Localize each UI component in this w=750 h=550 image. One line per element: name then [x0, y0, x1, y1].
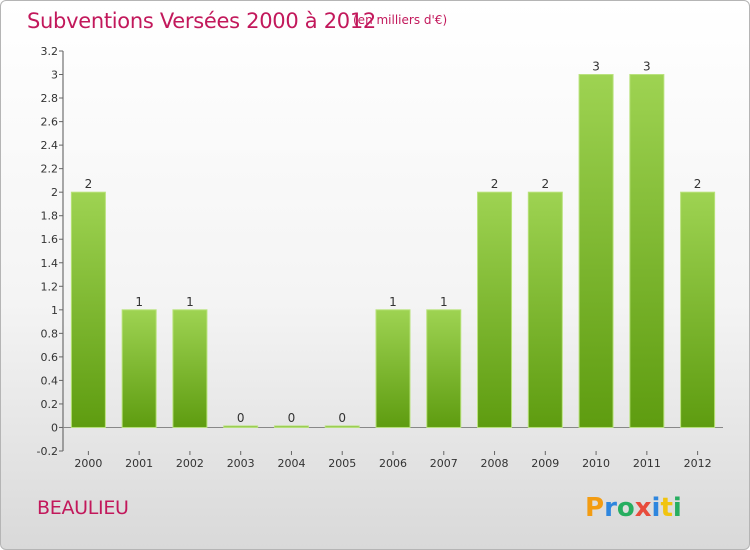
data-label: 3: [592, 60, 600, 74]
bar: [223, 425, 259, 428]
y-tick-label: 2.4: [41, 139, 59, 152]
data-label: 2: [491, 177, 499, 191]
data-label: 2: [85, 177, 93, 191]
y-tick-label: 2.6: [41, 116, 59, 129]
bar: [375, 309, 411, 428]
data-label: 0: [288, 411, 296, 425]
data-label: 3: [643, 60, 651, 74]
bar: [680, 191, 716, 428]
x-tick-label: 2001: [125, 457, 153, 470]
y-tick-label: 1.4: [41, 257, 59, 270]
y-tick-label: 0: [51, 421, 58, 434]
y-tick-label: 2.2: [41, 163, 59, 176]
x-tick-label: 2003: [227, 457, 255, 470]
y-tick-label: 1: [51, 304, 58, 317]
x-tick-label: 2009: [531, 457, 559, 470]
data-label: 1: [440, 295, 448, 309]
x-tick-label: 2006: [379, 457, 407, 470]
x-tick-label: 2012: [684, 457, 712, 470]
data-label: 2: [541, 177, 549, 191]
x-tick-label: 2011: [633, 457, 661, 470]
y-tick-label: 0.6: [41, 351, 59, 364]
y-tick-label: 0.8: [41, 327, 59, 340]
y-tick-label: 1.8: [41, 210, 59, 223]
y-tick-label: 2: [51, 186, 58, 199]
chart-title: Subventions Versées 2000 à 2012: [27, 9, 376, 33]
x-tick-label: 2002: [176, 457, 204, 470]
x-tick-label: 2007: [430, 457, 458, 470]
bar: [273, 425, 309, 428]
bar: [477, 191, 513, 428]
bar: [324, 425, 360, 428]
y-tick-label: 3.2: [41, 45, 59, 58]
proxiti-logo: Proxiti: [585, 493, 682, 523]
location-name: BEAULIEU: [37, 497, 129, 519]
y-tick-label: -0.2: [37, 445, 58, 458]
proxiti-logo-text: Proxiti: [585, 493, 682, 523]
unit-note: (en milliers d'€): [353, 13, 448, 27]
data-label: 1: [186, 295, 194, 309]
data-label: 2: [694, 177, 702, 191]
y-tick-label: 1.6: [41, 233, 59, 246]
x-tick-label: 2008: [481, 457, 509, 470]
bar: [578, 74, 614, 428]
x-tick-label: 2004: [277, 457, 305, 470]
data-label: 0: [237, 411, 245, 425]
bar: [172, 309, 208, 428]
x-tick-label: 2010: [582, 457, 610, 470]
bar: [70, 191, 106, 428]
y-tick-label: 1.2: [41, 280, 59, 293]
bar-chart: -0.2 0 0.2 0.4 0.6 0.8 1 1.2 1.4 1.6 1.8 2 2.2 2.4 2.6…: [37, 45, 723, 470]
data-label: 1: [389, 295, 397, 309]
y-tick-label: 0.2: [41, 398, 59, 411]
bar: [426, 309, 462, 428]
x-tick-label: 2000: [74, 457, 102, 470]
y-tick-label: 0.4: [41, 374, 59, 387]
x-tick-label: 2005: [328, 457, 356, 470]
y-tick-label: 2.8: [41, 92, 59, 105]
bar: [629, 74, 665, 428]
y-tick-label: 3: [51, 69, 58, 82]
bar: [527, 191, 563, 428]
data-label: 1: [135, 295, 143, 309]
bar: [121, 309, 157, 428]
data-label: 0: [338, 411, 346, 425]
